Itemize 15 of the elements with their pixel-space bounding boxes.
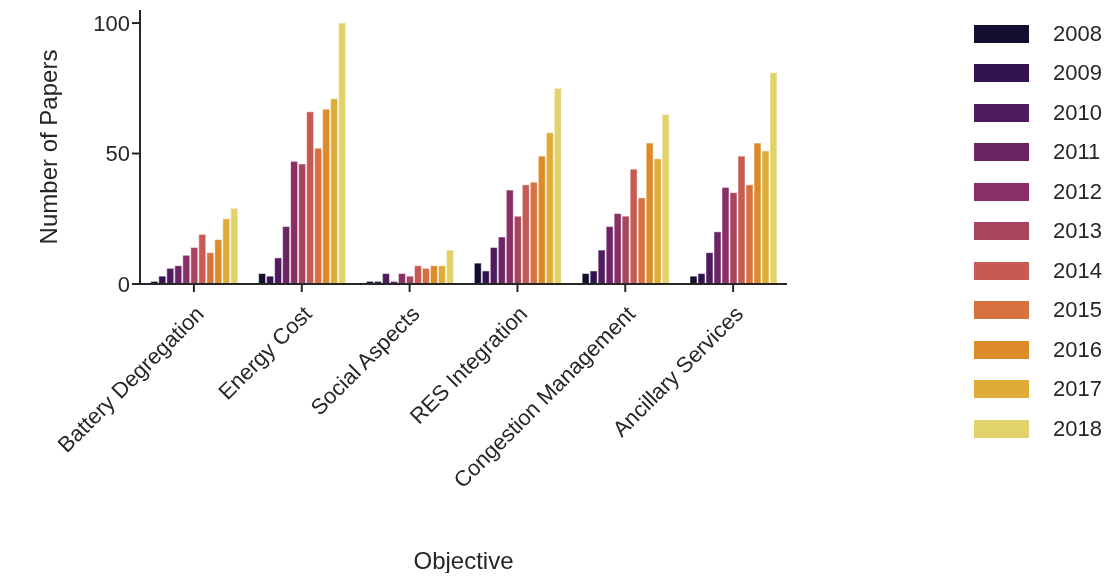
y-tick-label: 0 [117,271,130,297]
legend-label: 2009 [1053,60,1102,87]
y-tick-label: 50 [105,141,130,167]
legend-label: 2013 [1053,218,1102,245]
legend-label: 2016 [1053,336,1102,363]
legend-label: 2018 [1053,415,1102,442]
legend-label: 2010 [1053,99,1102,126]
legend-label: 2012 [1053,178,1102,205]
legend-label: 2017 [1053,376,1102,403]
legend-label: 2014 [1053,257,1102,284]
legend-label: 2015 [1053,297,1102,324]
legend-label: 2011 [1053,139,1101,166]
y-axis-title: Number of Papers [34,49,62,245]
y-tick-label: 100 [93,10,130,36]
legend-label: 2008 [1053,20,1102,47]
